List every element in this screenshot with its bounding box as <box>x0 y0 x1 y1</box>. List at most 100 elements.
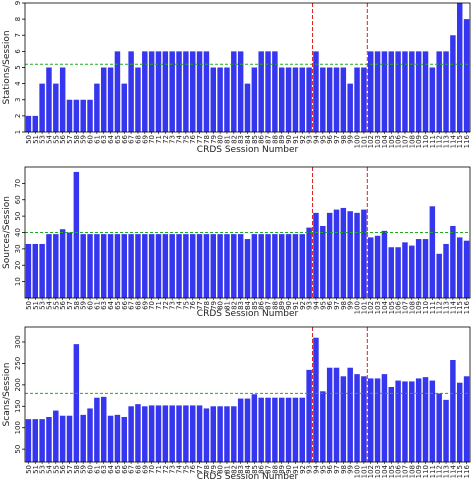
bar <box>265 234 271 298</box>
y-tick-label: 50 <box>14 445 22 454</box>
bar <box>292 234 299 298</box>
x-tick-label: 93 <box>306 465 314 474</box>
x-tick-label: 111 <box>429 465 437 478</box>
bar <box>73 171 80 298</box>
x-tick-label: 81 <box>223 301 231 310</box>
y-tick-label: 4 <box>14 81 22 86</box>
x-tick-label: 83 <box>237 301 245 310</box>
x-tick-label: 82 <box>230 301 238 310</box>
x-tick-label: 50 <box>25 301 33 310</box>
x-tick-label: 111 <box>429 135 437 148</box>
x-tick-label: 78 <box>203 135 211 144</box>
bar <box>456 3 463 132</box>
x-tick-label: 74 <box>176 464 184 473</box>
x-tick-label: 67 <box>128 465 136 474</box>
x-tick-label: 51 <box>32 465 40 474</box>
bar <box>224 67 230 132</box>
x-tick-label: 113 <box>443 135 451 148</box>
bar <box>189 405 196 462</box>
bar <box>231 51 237 132</box>
bar <box>429 67 436 132</box>
x-tick-label: 54 <box>45 300 53 309</box>
bar <box>340 376 347 462</box>
x-tick-label: 107 <box>401 135 409 148</box>
bar <box>73 99 80 132</box>
bar <box>299 397 306 462</box>
x-tick-label: 99 <box>347 135 355 144</box>
bar <box>217 234 223 298</box>
x-tick-label: 108 <box>408 301 416 314</box>
bar <box>73 344 80 462</box>
x-tick-label: 116 <box>463 300 471 314</box>
bar <box>32 419 39 462</box>
bar <box>148 405 155 462</box>
x-tick-label: 100 <box>354 465 362 478</box>
x-tick-label: 103 <box>374 135 382 148</box>
bar <box>415 378 422 462</box>
x-tick-label: 86 <box>258 300 266 309</box>
bar <box>210 67 217 132</box>
bar <box>402 242 408 298</box>
bar <box>128 51 134 132</box>
bar <box>32 243 39 298</box>
x-tick-label: 59 <box>80 301 88 310</box>
bar <box>87 99 93 132</box>
bar <box>121 234 128 298</box>
x-tick-label: 63 <box>100 301 108 310</box>
bar <box>203 234 210 298</box>
bar <box>142 406 148 462</box>
y-tick-label: 200 <box>14 378 22 391</box>
x-tick-label: 87 <box>265 465 273 474</box>
y-tick-label: 250 <box>14 357 22 370</box>
x-tick-label: 80 <box>217 465 225 474</box>
x-tick-label: 96 <box>326 464 334 473</box>
x-tick-label: 81 <box>223 135 231 144</box>
x-tick-label: 88 <box>271 465 279 474</box>
bar <box>244 239 251 298</box>
bar <box>162 405 169 462</box>
bar <box>107 67 114 132</box>
bar <box>388 387 395 462</box>
bar <box>176 405 182 462</box>
x-tick-label: 116 <box>463 464 471 478</box>
x-tick-label: 108 <box>408 135 416 148</box>
bar <box>46 417 52 462</box>
bar <box>333 209 340 298</box>
bar <box>374 51 381 132</box>
plot-frame <box>24 326 471 463</box>
bar <box>59 67 66 132</box>
bar <box>244 398 251 462</box>
x-tick-label: 65 <box>114 135 122 144</box>
x-tick-label: 57 <box>66 301 74 310</box>
x-tick-label: 78 <box>203 465 211 474</box>
x-tick-label: 56 <box>59 134 67 143</box>
x-tick-label: 88 <box>271 135 279 144</box>
y-tick-label: 20 <box>14 261 22 270</box>
bar <box>224 406 230 462</box>
x-tick-label: 56 <box>59 464 67 473</box>
y-tick-label: 8 <box>14 17 22 21</box>
x-tick-label: 72 <box>162 135 170 144</box>
x-tick-label: 66 <box>121 464 129 473</box>
bar <box>443 399 449 462</box>
y-tick-label: 9 <box>14 1 22 5</box>
bar <box>326 212 333 298</box>
bar <box>395 247 401 298</box>
bar <box>94 234 100 298</box>
bar <box>169 405 175 462</box>
bar <box>53 410 59 462</box>
bar <box>354 374 360 462</box>
x-tick-label: 114 <box>449 300 457 314</box>
x-tick-label: 61 <box>93 301 101 310</box>
y-tick-label: 5 <box>14 65 22 69</box>
x-tick-label: 88 <box>271 301 279 310</box>
bar <box>320 225 326 298</box>
bar <box>80 99 86 132</box>
bar <box>354 67 360 132</box>
bar <box>107 415 114 462</box>
bar <box>210 234 217 298</box>
bar <box>402 51 408 132</box>
bar <box>299 234 306 298</box>
bar <box>436 393 442 462</box>
